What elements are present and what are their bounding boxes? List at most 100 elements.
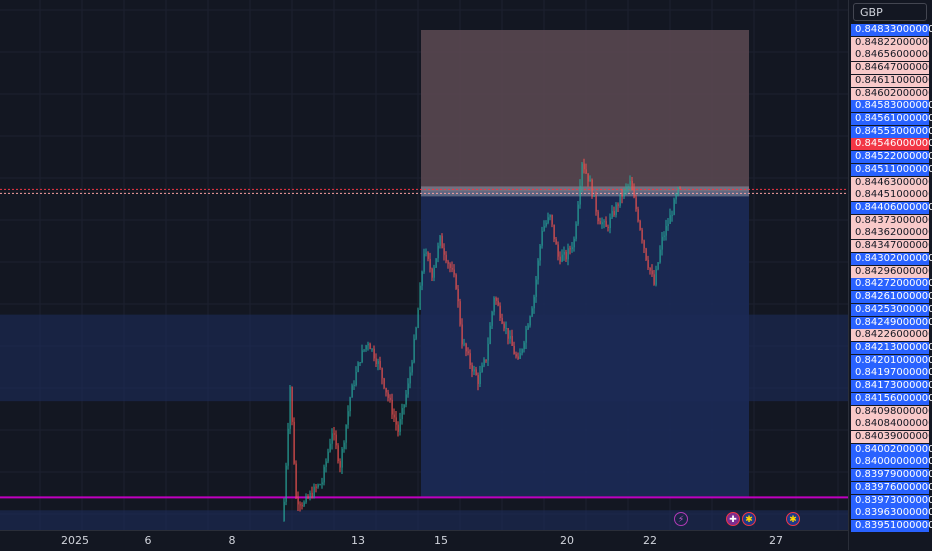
candle-body: [493, 297, 495, 312]
candle-body: [395, 417, 397, 425]
eu-flag-event-icon-2[interactable]: ✱: [786, 512, 800, 526]
candle-body: [599, 221, 601, 225]
candle-body: [435, 258, 437, 268]
candle-body: [531, 308, 533, 317]
price-label: 0.84347000000: [851, 240, 932, 253]
candle-body: [567, 248, 569, 260]
candle-body: [481, 365, 483, 373]
candle-body: [517, 356, 519, 359]
candle-body: [385, 387, 387, 393]
price-label: 0.83963000000: [851, 507, 932, 520]
candle-body: [379, 361, 381, 369]
candle-body: [473, 369, 475, 372]
candle-body: [479, 372, 481, 384]
candle-body: [659, 249, 661, 263]
price-label: 0.84561000000: [851, 113, 932, 126]
candle-body: [291, 386, 293, 422]
price-label: 0.84002000000: [851, 443, 932, 456]
candle-body: [313, 486, 315, 498]
price-chart[interactable]: [0, 0, 848, 530]
candle-body: [663, 235, 665, 237]
candle-body: [357, 362, 359, 372]
price-label: 0.84261000000: [851, 291, 932, 304]
candle-body: [515, 354, 517, 357]
candle-body: [605, 221, 607, 227]
price-label: 0.83976000000: [851, 481, 932, 494]
candle-body: [559, 256, 561, 262]
price-label: 0.84201000000: [851, 354, 932, 367]
candle-body: [469, 353, 471, 366]
candle-body: [355, 371, 357, 385]
candle-body: [553, 224, 555, 240]
candle-body: [441, 235, 443, 249]
candle-body: [641, 229, 643, 241]
lightning-event-icon[interactable]: ⚡: [674, 512, 688, 526]
candle-body: [577, 204, 579, 225]
candle-body: [561, 254, 563, 262]
candle-body: [303, 502, 305, 506]
horizontal-lines: [0, 188, 848, 499]
candle-body: [503, 323, 505, 329]
price-label: 0.84173000000: [851, 380, 932, 393]
candle-body: [389, 397, 391, 400]
candle-body: [581, 163, 583, 186]
candle-body: [285, 465, 287, 502]
candle-body: [307, 496, 309, 498]
candle-body: [521, 349, 523, 354]
candle-body: [375, 358, 377, 364]
candle-body: [351, 385, 353, 398]
candle-body: [381, 368, 383, 379]
candle-body: [423, 253, 425, 272]
candle-body: [541, 230, 543, 246]
price-label: 0.84406000000: [851, 202, 932, 215]
currency-selector[interactable]: GBP: [853, 3, 927, 21]
candle-body: [501, 317, 503, 324]
candle-body: [607, 226, 609, 229]
uk-flag-event-icon[interactable]: ✚: [726, 512, 740, 526]
candle-body: [369, 343, 371, 350]
candle-body: [623, 189, 625, 197]
candle-body: [475, 369, 477, 376]
candle-body: [499, 305, 501, 318]
candle-body: [637, 209, 639, 221]
price-label: 0.84272000000: [851, 278, 932, 291]
candle-body: [585, 169, 587, 174]
candle-body: [287, 428, 289, 466]
candle-body: [583, 163, 585, 170]
candle-body: [347, 411, 349, 425]
candle-body: [603, 221, 605, 223]
candle-body: [487, 343, 489, 361]
candle-body: [343, 442, 345, 449]
price-label: 0.84511000000: [851, 163, 932, 176]
candle-body: [609, 217, 611, 229]
candle-body: [525, 329, 527, 343]
candle-body: [463, 343, 465, 345]
position-tool[interactable]: [421, 30, 749, 498]
price-label: 0.84656000000: [851, 49, 932, 62]
candle-body: [327, 451, 329, 462]
candle-body: [483, 359, 485, 366]
time-axis[interactable]: 2025 6 8 13 15 20 22 27: [0, 530, 848, 551]
candle-body: [393, 414, 395, 418]
candle-body: [625, 187, 627, 190]
stop-loss-zone: [421, 30, 749, 192]
price-label: 0.83973000000: [851, 494, 932, 507]
price-label: 0.84833000000: [851, 24, 932, 36]
candle-body: [309, 492, 311, 498]
price-label: 0.84553000000: [851, 125, 932, 138]
candle-body: [333, 433, 335, 435]
candle-body: [439, 235, 441, 246]
candle-body: [383, 378, 385, 388]
candle-body: [397, 424, 399, 432]
candle-body: [651, 270, 653, 275]
price-label: 0.84039000000: [851, 430, 932, 443]
candle-body: [401, 408, 403, 420]
time-tick-label: 22: [643, 534, 657, 547]
time-tick-label: 2025: [61, 534, 89, 547]
price-label: 0.84296000000: [851, 265, 932, 278]
price-axis[interactable]: GBP 0.84833000000 0.84822000000 0.84656000…: [848, 0, 932, 550]
time-tick-label: 27: [769, 534, 783, 547]
candle-body: [331, 433, 333, 444]
eu-flag-event-icon[interactable]: ✱: [742, 512, 756, 526]
candle-body: [591, 179, 593, 197]
